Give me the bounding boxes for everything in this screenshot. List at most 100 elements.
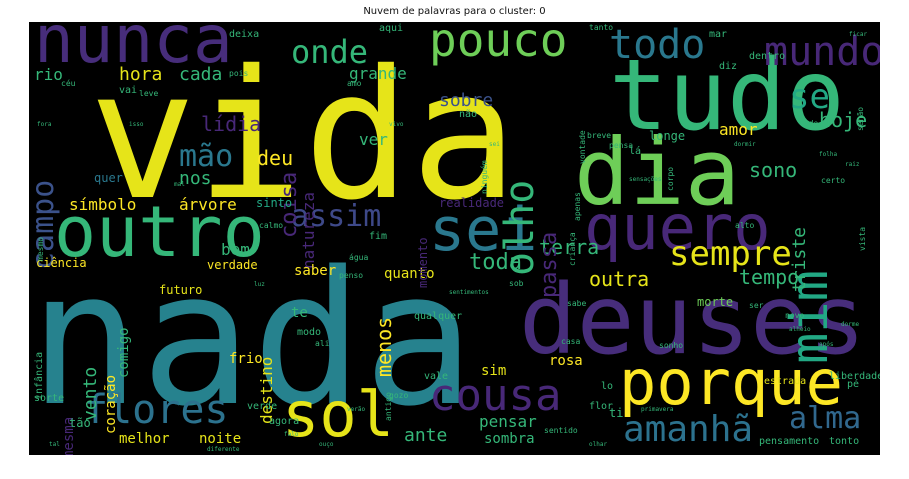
word-sei: sei [429,195,538,265]
word-dorme: dorme [841,321,860,328]
word-gozo: gozo [389,391,409,400]
word-pe: pé [847,379,860,390]
word-pouco: pouco [429,22,568,67]
word-melhor: melhor [119,431,170,447]
word-sono: sono [749,158,798,182]
word-frio: frio [229,351,263,367]
word-alheio: alheio [789,326,811,333]
word-dentro: dentro [749,51,786,62]
word-vista: vista [858,226,867,251]
word-todo: todo [609,22,706,68]
word-nunca: nunca [34,22,233,78]
word-lo: lo [601,381,614,392]
word-quanto: quanto [384,266,435,282]
word-simbolo: símbolo [69,195,137,214]
word-ser: ser [749,301,764,310]
word-calmo: calmo [259,221,284,230]
word-estrada: estrada [764,376,807,387]
word-agora: agora [269,416,300,427]
word-futuro: futuro [159,283,203,297]
word-luz: luz [254,281,265,288]
word-deuses: deuses [519,264,866,376]
word-mesmo: mesmo [36,236,45,261]
word-alma: alma [789,401,862,436]
word-pois: pois [229,69,249,78]
word-lado: lado [799,119,819,128]
word-hora: hora [119,64,163,85]
word-mao: mão [179,139,234,174]
word-amo: amo [347,79,362,88]
word-mundo: mundo [764,29,880,75]
word-verdade: verdade [207,258,258,272]
word-liberdade: liberdade [829,371,880,382]
word-longe: longe [649,129,686,143]
word-ver: ver [359,130,388,149]
word-te: te [291,305,308,321]
word-saber: saber [294,263,337,279]
word-sentido: sentido [544,426,578,435]
word-flor: flor [589,401,614,412]
word-vivo: vivo [389,121,404,128]
word-momento: momento [416,237,430,288]
word-outra: outra [589,267,650,291]
word-qualquer: qualquer [414,311,463,322]
word-la: lá [629,146,642,157]
word-pensar: pensar [479,412,537,431]
word-pensamento: pensamento [759,436,820,447]
word-sol: sol [282,378,394,451]
word-sabe: sabe [567,299,587,308]
word-ti: ti [609,406,624,420]
word-natureza: natureza [299,191,318,269]
word-tal: tal [49,441,60,448]
word-rio: rio [34,65,63,84]
word-onde: onde [291,33,369,71]
word-ceu: céu [61,79,76,88]
word-noite: noite [199,431,242,447]
word-raiz: raiz [845,161,860,168]
word-ficar: ficar [849,31,868,38]
word-dormir: dormir [734,141,756,148]
word-crianca: criança [568,232,577,266]
word-aqui: aqui [379,23,404,34]
word-olhar: olhar [589,441,608,448]
word-leve: leve [139,89,159,98]
word-quer: quer [94,171,123,185]
word-mal: mal [174,181,185,188]
word-triste: triste [789,226,810,292]
word-tempo: tempo [739,265,800,289]
word-flores: flores [84,387,229,433]
word-verao: verão [347,406,366,413]
word-penso: penso [339,271,364,280]
word-diferente: diferente [207,446,240,453]
word-sempre: sempre [669,234,792,274]
word-folha: folha [819,151,838,158]
word-sonho: sonho [659,341,684,350]
word-sob: sob [509,279,524,288]
word-vontade: vontade [578,130,587,164]
word-sim: sim [481,363,507,379]
word-certo: certo [821,176,846,185]
word-fim: fim [369,231,388,242]
word-infancia: infância [34,351,45,400]
word-agua: água [349,253,369,262]
word-alto: alto [735,221,755,230]
word-pensa: pensa [609,141,634,150]
word-realidade: realidade [439,196,505,210]
word-mar: mar [709,29,728,40]
word-cada: cada [179,64,223,85]
word-sobre: sobre [439,90,494,111]
word-apos: após [819,341,834,348]
word-ciencia: ciência [36,256,87,270]
word-dia: dia [574,119,741,226]
word-grande: grande [349,64,407,83]
word-vida: vida [89,32,518,239]
word-bem: bem [221,240,250,259]
word-tonto: tonto [829,436,860,447]
word-outro: outro [54,191,265,273]
word-nada: nada [29,231,475,447]
word-verde: verde [247,401,278,412]
word-tao: tão [69,416,91,430]
word-cloud: vida nada tudo dia deuses outro nunca se… [29,22,880,455]
word-arvore: árvore [179,195,237,214]
word-novo: novo [785,311,805,320]
